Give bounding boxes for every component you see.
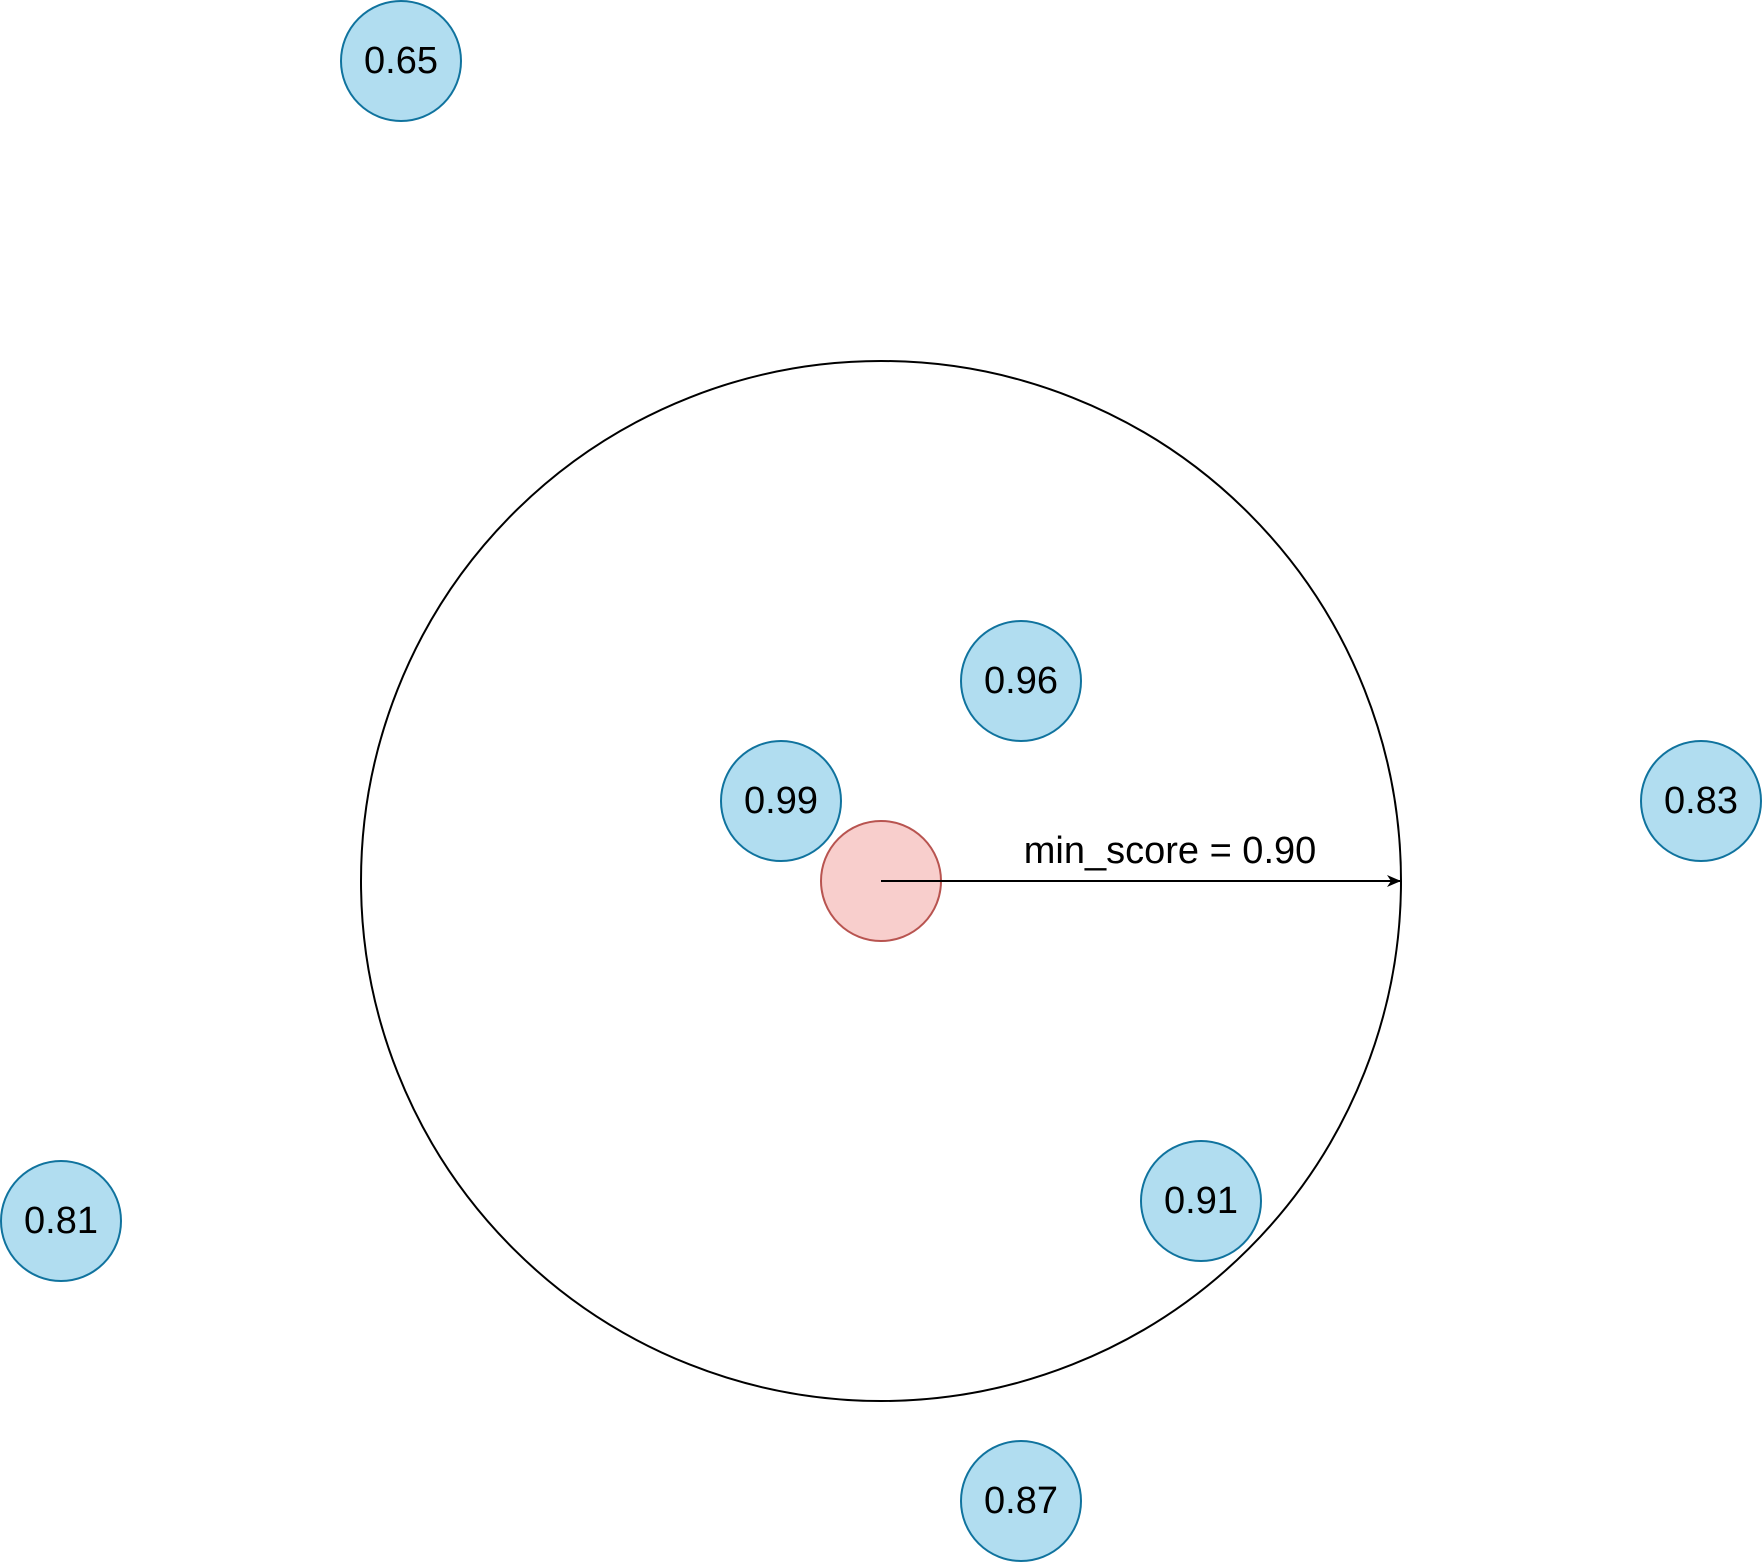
node-score-label: 0.99: [744, 780, 818, 822]
node-score-label: 0.87: [984, 1480, 1058, 1522]
node-score-label: 0.81: [24, 1200, 98, 1242]
result-node: 0.96: [960, 620, 1082, 742]
result-node: 0.65: [340, 0, 462, 122]
min-score-label: min_score = 0.90: [1024, 830, 1317, 872]
result-node: 0.83: [1640, 740, 1762, 862]
result-node: 0.81: [0, 1160, 122, 1282]
result-node: 0.91: [1140, 1140, 1262, 1262]
node-score-label: 0.91: [1164, 1180, 1238, 1222]
threshold-boundary-circle: [360, 360, 1402, 1402]
result-node: 0.99: [720, 740, 842, 862]
node-score-label: 0.83: [1664, 780, 1738, 822]
result-node: 0.87: [960, 1440, 1082, 1562]
node-score-label: 0.96: [984, 660, 1058, 702]
node-score-label: 0.65: [364, 40, 438, 82]
